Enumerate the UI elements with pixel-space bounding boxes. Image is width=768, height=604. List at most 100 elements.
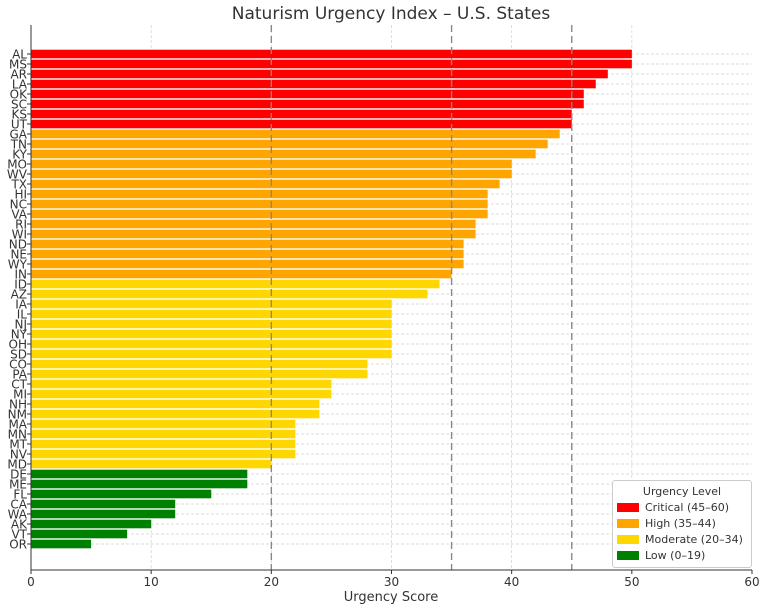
bar-ma bbox=[31, 419, 296, 429]
legend-label-critical: Critical (45–60) bbox=[645, 500, 730, 514]
y-tick-label-ar: AR bbox=[10, 68, 27, 82]
y-tick-label-la: LA bbox=[12, 78, 28, 92]
y-tick-label-nc: NC bbox=[10, 198, 27, 212]
y-tick-label-or: OR bbox=[9, 538, 27, 552]
legend-swatch-moderate bbox=[617, 534, 639, 544]
bar-ca bbox=[31, 499, 176, 509]
bar-sc bbox=[31, 99, 584, 109]
y-tick-label-pa: PA bbox=[12, 368, 27, 382]
bar-me bbox=[31, 479, 248, 489]
bar-il bbox=[31, 309, 392, 319]
x-tick-label-10: 10 bbox=[144, 575, 159, 589]
bar-tn bbox=[31, 139, 548, 149]
bar-or bbox=[31, 539, 92, 549]
y-tick-label-ok: OK bbox=[10, 88, 28, 102]
y-tick-label-wa: WA bbox=[8, 508, 28, 522]
bar-wy bbox=[31, 259, 464, 269]
bar-nc bbox=[31, 199, 488, 209]
y-tick-label-de: DE bbox=[10, 468, 27, 482]
bar-ks bbox=[31, 109, 572, 119]
bar-nh bbox=[31, 399, 320, 409]
legend-item-critical: Critical (45–60) bbox=[617, 499, 751, 515]
y-tick-label-mt: MT bbox=[9, 438, 27, 452]
y-tick-label-ms: MS bbox=[9, 58, 27, 72]
y-tick-label-ct: CT bbox=[11, 378, 27, 392]
legend-item-moderate: Moderate (20–34) bbox=[617, 531, 751, 547]
bar-md bbox=[31, 459, 272, 469]
y-tick-label-mo: MO bbox=[7, 158, 27, 172]
bar-pa bbox=[31, 369, 368, 379]
bar-vt bbox=[31, 529, 128, 539]
y-tick-label-nj: NJ bbox=[14, 318, 27, 332]
bar-ny bbox=[31, 329, 392, 339]
bar-ne bbox=[31, 249, 464, 259]
y-tick-label-ga: GA bbox=[9, 128, 27, 142]
x-tick-label-50: 50 bbox=[624, 575, 639, 589]
legend: Urgency Level Critical (45–60) High (35–… bbox=[612, 480, 752, 568]
bar-oh bbox=[31, 339, 392, 349]
y-tick-label-tx: TX bbox=[10, 178, 27, 192]
y-tick-label-wi: WI bbox=[12, 228, 27, 242]
y-tick-label-fl: FL bbox=[13, 488, 27, 502]
bar-ak bbox=[31, 519, 152, 529]
y-tick-label-ma: MA bbox=[8, 418, 27, 432]
y-tick-label-nm: NM bbox=[8, 408, 27, 422]
x-tick-label-0: 0 bbox=[27, 575, 35, 589]
bar-wa bbox=[31, 509, 176, 519]
y-tick-label-nv: NV bbox=[10, 448, 28, 462]
y-tick-label-oh: OH bbox=[9, 338, 27, 352]
y-tick-label-vt: VT bbox=[11, 528, 27, 542]
y-tick-label-wv: WV bbox=[7, 168, 28, 182]
bar-mt bbox=[31, 439, 296, 449]
y-tick-label-ca: CA bbox=[10, 498, 27, 512]
y-tick-label-il: IL bbox=[17, 308, 28, 322]
y-tick-label-ak: AK bbox=[11, 518, 28, 532]
bar-ri bbox=[31, 219, 476, 229]
bar-ct bbox=[31, 379, 332, 389]
bar-la bbox=[31, 79, 596, 89]
bar-sd bbox=[31, 349, 392, 359]
y-tick-labels: ALMSARLAOKSCKSUTGATNKYMOWVTXHINCVARIWIND… bbox=[7, 48, 28, 552]
y-tick-label-al: AL bbox=[12, 48, 27, 62]
bars-layer bbox=[31, 49, 632, 549]
y-tick-label-nd: ND bbox=[9, 238, 27, 252]
bar-in bbox=[31, 269, 452, 279]
bar-hi bbox=[31, 189, 488, 199]
y-tick-label-id: ID bbox=[14, 278, 27, 292]
legend-swatch-low bbox=[617, 550, 639, 560]
bar-az bbox=[31, 289, 428, 299]
bar-ga bbox=[31, 129, 560, 139]
bar-ky bbox=[31, 149, 536, 159]
x-tick-label-30: 30 bbox=[384, 575, 399, 589]
bar-id bbox=[31, 279, 440, 289]
y-tick-label-co: CO bbox=[9, 358, 27, 372]
bar-nm bbox=[31, 409, 320, 419]
legend-swatch-high bbox=[617, 518, 639, 528]
y-tick-label-hi: HI bbox=[14, 188, 27, 202]
legend-label-high: High (35–44) bbox=[645, 516, 716, 530]
bar-nd bbox=[31, 239, 464, 249]
y-tick-label-in: IN bbox=[14, 268, 27, 282]
bar-ut bbox=[31, 119, 572, 129]
y-tick-label-az: AZ bbox=[11, 288, 27, 302]
y-tick-label-nh: NH bbox=[9, 398, 27, 412]
bar-ar bbox=[31, 69, 608, 79]
y-tick-label-ky: KY bbox=[12, 148, 27, 162]
chart-title: Naturism Urgency Index – U.S. States bbox=[232, 4, 551, 24]
bar-de bbox=[31, 469, 248, 479]
y-tick-label-ks: KS bbox=[12, 108, 28, 122]
y-tick-label-ny: NY bbox=[11, 328, 28, 342]
bar-ia bbox=[31, 299, 392, 309]
x-tick-label-60: 60 bbox=[744, 575, 759, 589]
legend-label-moderate: Moderate (20–34) bbox=[645, 532, 743, 546]
bar-tx bbox=[31, 179, 500, 189]
y-tick-label-ia: IA bbox=[15, 298, 28, 312]
y-tick-label-ut: UT bbox=[11, 118, 28, 132]
bar-ok bbox=[31, 89, 584, 99]
x-tick-label-40: 40 bbox=[504, 575, 519, 589]
y-tick-label-wy: WY bbox=[8, 258, 28, 272]
y-tick-label-sc: SC bbox=[11, 98, 27, 112]
y-tick-label-ne: NE bbox=[10, 248, 27, 262]
legend-title: Urgency Level bbox=[642, 485, 722, 498]
